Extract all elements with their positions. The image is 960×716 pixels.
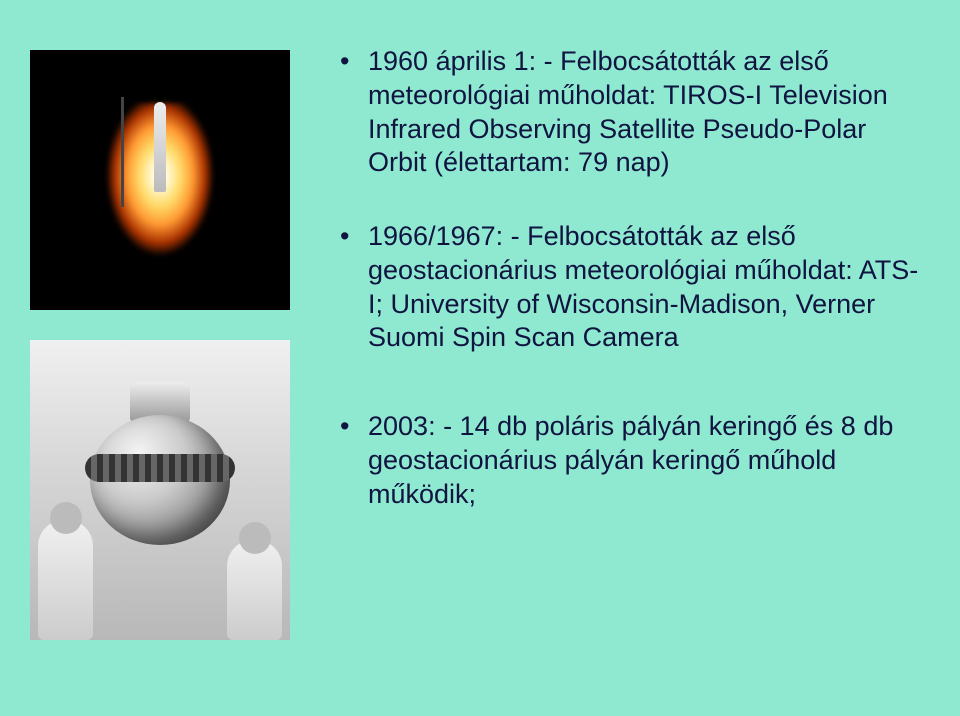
text-column: 1960 április 1: - Felbocsátották az első… [310,40,930,676]
head [50,502,82,534]
satellite-band [85,454,235,482]
bullet-list: 1960 április 1: - Felbocsátották az első… [340,45,930,511]
bullet-item: 2003: - 14 db poláris pályán keringő és … [340,410,930,511]
image-column [30,40,310,676]
person-right [227,540,282,640]
rocket-body [154,102,166,192]
slide: 1960 április 1: - Felbocsátották az első… [0,0,960,716]
satellite-lab-photo [30,340,290,640]
bullet-item: 1966/1967: - Felbocsátották az első geos… [340,220,930,355]
rocket-launch-photo [30,50,290,310]
head [239,522,271,554]
person-left [38,520,93,640]
bullet-item: 1960 április 1: - Felbocsátották az első… [340,45,930,180]
launch-tower [121,97,124,207]
